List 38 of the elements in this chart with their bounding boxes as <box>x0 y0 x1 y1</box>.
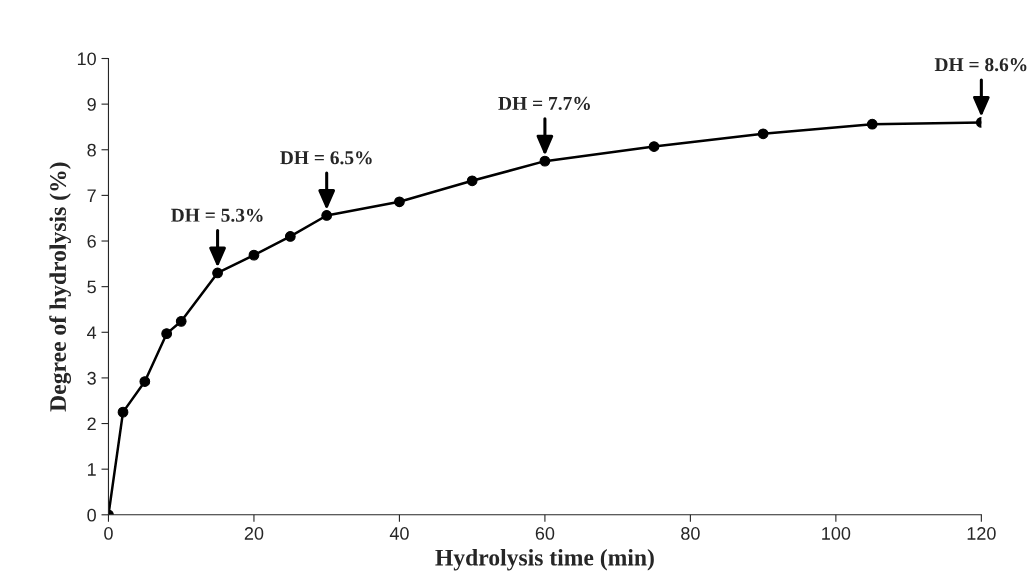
point <box>757 128 769 140</box>
y-tick-label: 5 <box>87 280 96 294</box>
y-tick-label: 0 <box>87 508 96 522</box>
x-tick-label: 60 <box>535 527 555 540</box>
y-axis-title: Degree of hydrolysis (%) <box>49 162 72 412</box>
point <box>866 118 878 130</box>
point <box>321 210 333 221</box>
x-tick-label: 20 <box>244 527 264 540</box>
point <box>466 175 478 187</box>
y-tick-label: 2 <box>87 417 96 431</box>
x-axis-title: Hydrolysis time (min) <box>435 548 654 571</box>
x-tick-label: 40 <box>389 527 409 540</box>
y-tick-label: 9 <box>87 98 96 111</box>
y-tick-label: 1 <box>88 463 96 476</box>
y-tick-label: 8 <box>87 143 96 157</box>
point <box>117 406 129 418</box>
y-tick-label: 6 <box>87 234 96 248</box>
point <box>248 249 260 261</box>
point <box>539 155 551 167</box>
y-tick-label: 7 <box>87 189 96 202</box>
point <box>139 376 151 387</box>
y-tick-label: 4 <box>87 326 97 339</box>
annotation: DH = 7.7% <box>498 96 590 111</box>
point <box>648 141 660 152</box>
annotation: DH = 6.5% <box>280 151 372 165</box>
point <box>394 196 405 208</box>
x-tick-label: 80 <box>681 527 700 540</box>
x-tick-label: 120 <box>967 527 996 540</box>
y-tick-label: 10 <box>77 52 96 66</box>
annotation: DH = 8.6% <box>934 58 1027 72</box>
point <box>212 267 223 279</box>
point <box>161 328 173 340</box>
y-tick-label: 3 <box>87 371 96 385</box>
x-tick-label: 100 <box>822 527 851 540</box>
x-tick-label: 0 <box>104 527 113 540</box>
point <box>284 231 296 242</box>
annotation: DH = 5.3% <box>171 208 263 222</box>
point <box>175 315 187 327</box>
